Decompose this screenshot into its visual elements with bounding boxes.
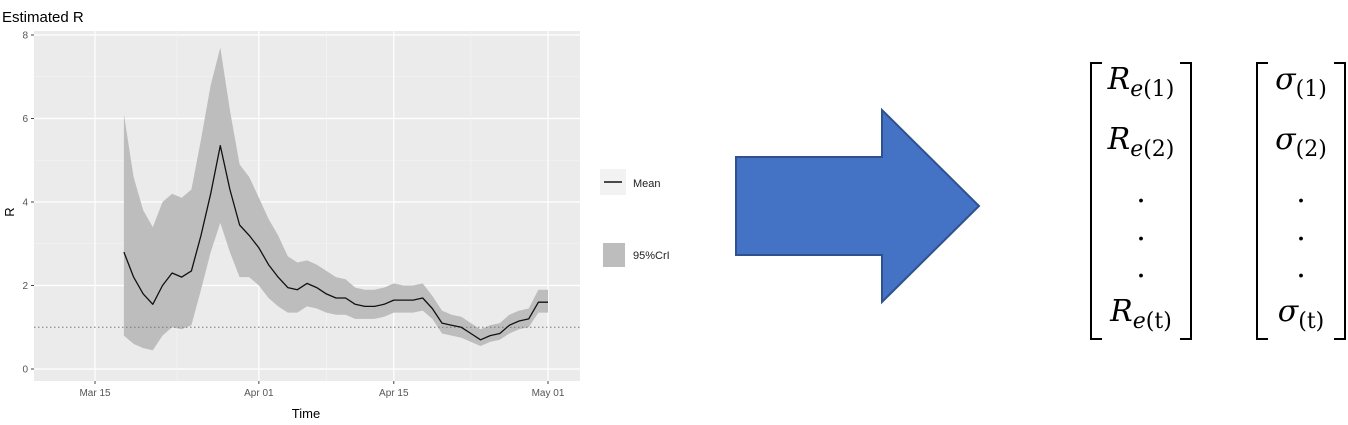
y-tick-label: 0 bbox=[22, 365, 28, 376]
credible-interval-band bbox=[123, 47, 549, 351]
estimated-r-chart: Estimated R 0 2 4 6 8 Mar 15 Apr 01 Apr 15 May … bbox=[2, 9, 670, 421]
legend-mean-label: Mean bbox=[633, 178, 661, 190]
y-axis: 0 2 4 6 8 bbox=[22, 31, 34, 376]
mean-line-layer bbox=[123, 144, 548, 341]
x-tick-label: Mar 15 bbox=[79, 388, 111, 399]
legend-cri-swatch bbox=[603, 243, 625, 267]
y-axis-label: R bbox=[2, 207, 17, 216]
credible-interval-layer bbox=[123, 47, 549, 351]
x-tick-label: Apr 01 bbox=[244, 388, 274, 399]
left-bracket bbox=[1090, 62, 1102, 340]
matrix-sigma-dot-1: . bbox=[1296, 175, 1306, 211]
matrix-r-entry-t: Re(t) bbox=[1110, 293, 1172, 334]
matrix-sigma-entry-t: σ(t) bbox=[1277, 293, 1325, 334]
matrix-sigma-dot-2: . bbox=[1296, 212, 1306, 248]
matrix-sigma-dot-3: . bbox=[1296, 250, 1306, 286]
y-tick-label: 2 bbox=[22, 281, 28, 292]
matrix-r-dot-1: . bbox=[1136, 175, 1146, 211]
right-arrow-icon bbox=[735, 107, 981, 305]
matrix-sigma-entry-1: σ(1) bbox=[1275, 62, 1327, 102]
x-axis: Mar 15 Apr 01 Apr 15 May 01 bbox=[79, 381, 565, 399]
matrix-r-entry-2: Re(2) bbox=[1107, 121, 1175, 162]
r-vector-matrix: Re(1) Re(2) . . . Re(t) bbox=[1090, 62, 1192, 340]
y-tick-label: 4 bbox=[22, 198, 28, 209]
x-tick-label: Apr 15 bbox=[379, 388, 409, 399]
sigma-vector-matrix: σ(1) σ(2) . . . σ(t) bbox=[1256, 62, 1346, 340]
right-bracket bbox=[1334, 62, 1346, 340]
left-bracket bbox=[1256, 62, 1268, 340]
matrix-r-dot-3: . bbox=[1136, 250, 1146, 286]
y-tick-label: 6 bbox=[22, 114, 28, 125]
right-bracket bbox=[1180, 62, 1192, 340]
matrix-r-dot-2: . bbox=[1136, 212, 1146, 248]
x-axis-label: Time bbox=[292, 406, 320, 421]
y-tick-label: 8 bbox=[22, 31, 28, 42]
x-tick-label: May 01 bbox=[532, 388, 565, 399]
chart-title: Estimated R bbox=[2, 9, 84, 26]
legend: Mean 95%CrI bbox=[600, 169, 670, 267]
matrix-sigma-entry-2: σ(2) bbox=[1275, 121, 1327, 162]
legend-cri-label: 95%CrI bbox=[633, 250, 670, 262]
mean-line bbox=[123, 144, 548, 341]
matrix-r-entry-1: Re(1) bbox=[1107, 62, 1175, 102]
